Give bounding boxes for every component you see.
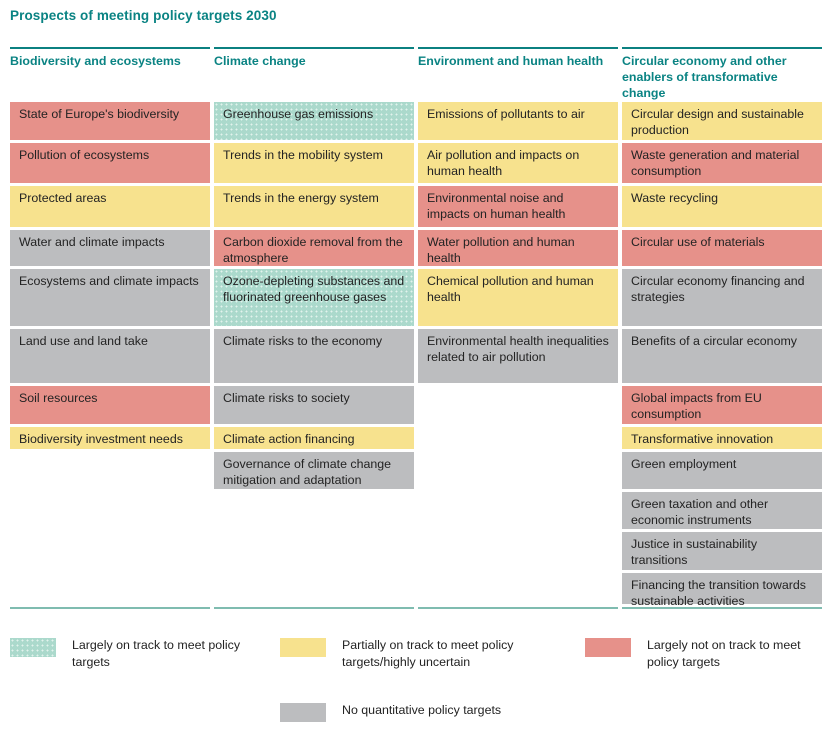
column-header: Environment and human health [418, 47, 618, 99]
table-cell: Soil resources [10, 386, 210, 424]
table-cell: Emissions of pollutants to air [418, 102, 618, 140]
column-header: Biodiversity and ecosystems [10, 47, 210, 99]
table-cell: Justice in sustainability transitions [622, 532, 822, 570]
legend-item: Partially on track to meet policy target… [280, 637, 532, 670]
legend-swatch-no-targets [280, 703, 326, 722]
table-cell: Environmental health inequalities relate… [418, 329, 618, 383]
table-cell: Trends in the mobility system [214, 143, 414, 183]
table-cell: Circular economy financing and strategie… [622, 269, 822, 326]
table-cell: State of Europe's biodiversity [10, 102, 210, 140]
table-cell: Land use and land take [10, 329, 210, 383]
table-cell: Waste recycling [622, 186, 822, 227]
table-cell: Protected areas [10, 186, 210, 227]
policy-targets-table: Biodiversity and ecosystems State of Euro… [10, 47, 822, 609]
table-cell: Green employment [622, 452, 822, 489]
table-cell: Circular design and sustainable producti… [622, 102, 822, 140]
table-cell: Green taxation and other economic instru… [622, 492, 822, 529]
legend-item: No quantitative policy targets [280, 702, 501, 722]
legend-label: Largely not on track to meet policy targ… [647, 638, 801, 669]
table-cell: Climate risks to society [214, 386, 414, 424]
table-bottom-rule [418, 607, 618, 609]
legend-label: No quantitative policy targets [342, 703, 502, 717]
table-cell: Greenhouse gas emissions [214, 102, 414, 140]
table-cell: Global impacts from EU consumption [622, 386, 822, 424]
table-cell: Air pollution and impacts on human healt… [418, 143, 618, 183]
table-cell: Chemical pollution and human health [418, 269, 618, 326]
legend-label: Largely on track to meet policy targets [72, 638, 241, 669]
table-cell: Benefits of a circular economy [622, 329, 822, 383]
legend-swatch-not-on-track [585, 638, 631, 657]
table-cell: Trends in the energy system [214, 186, 414, 227]
table-cell: Water pollution and human health [418, 230, 618, 266]
column-header: Circular economy and other enablers of t… [622, 47, 822, 100]
table-bottom-rule [214, 607, 414, 609]
figure-title: Prospects of meeting policy targets 2030 [10, 8, 277, 23]
column-header: Climate change [214, 47, 414, 99]
legend-label: Partially on track to meet policy target… [342, 638, 514, 669]
table-cell: Financing the transition towards sustain… [622, 573, 822, 608]
table-cell: Water and climate impacts [10, 230, 210, 266]
table-cell: Carbon dioxide removal from the atmosphe… [214, 230, 414, 266]
table-cell: Climate action financing [214, 427, 414, 449]
table-cell: Transformative innovation [622, 427, 822, 449]
legend-item: Largely not on track to meet policy targ… [585, 637, 833, 670]
table-cell: Ozone-depleting substances and fluorinat… [214, 269, 414, 326]
table-cell: Waste generation and material consumptio… [622, 143, 822, 183]
table-bottom-rule [622, 607, 822, 609]
table-cell: Ecosystems and climate impacts [10, 269, 210, 326]
table-bottom-rule [10, 607, 210, 609]
legend-swatch-partial [280, 638, 326, 657]
table-cell: Biodiversity investment needs [10, 427, 210, 449]
table-cell: Circular use of materials [622, 230, 822, 266]
table-cell: Climate risks to the economy [214, 329, 414, 383]
table-cell: Pollution of ecosystems [10, 143, 210, 183]
table-cell: Environmental noise and impacts on human… [418, 186, 618, 227]
table-cell: Governance of climate change mitigation … [214, 452, 414, 489]
legend-item: Largely on track to meet policy targets [10, 637, 262, 670]
legend-swatch-on-track [10, 638, 56, 657]
